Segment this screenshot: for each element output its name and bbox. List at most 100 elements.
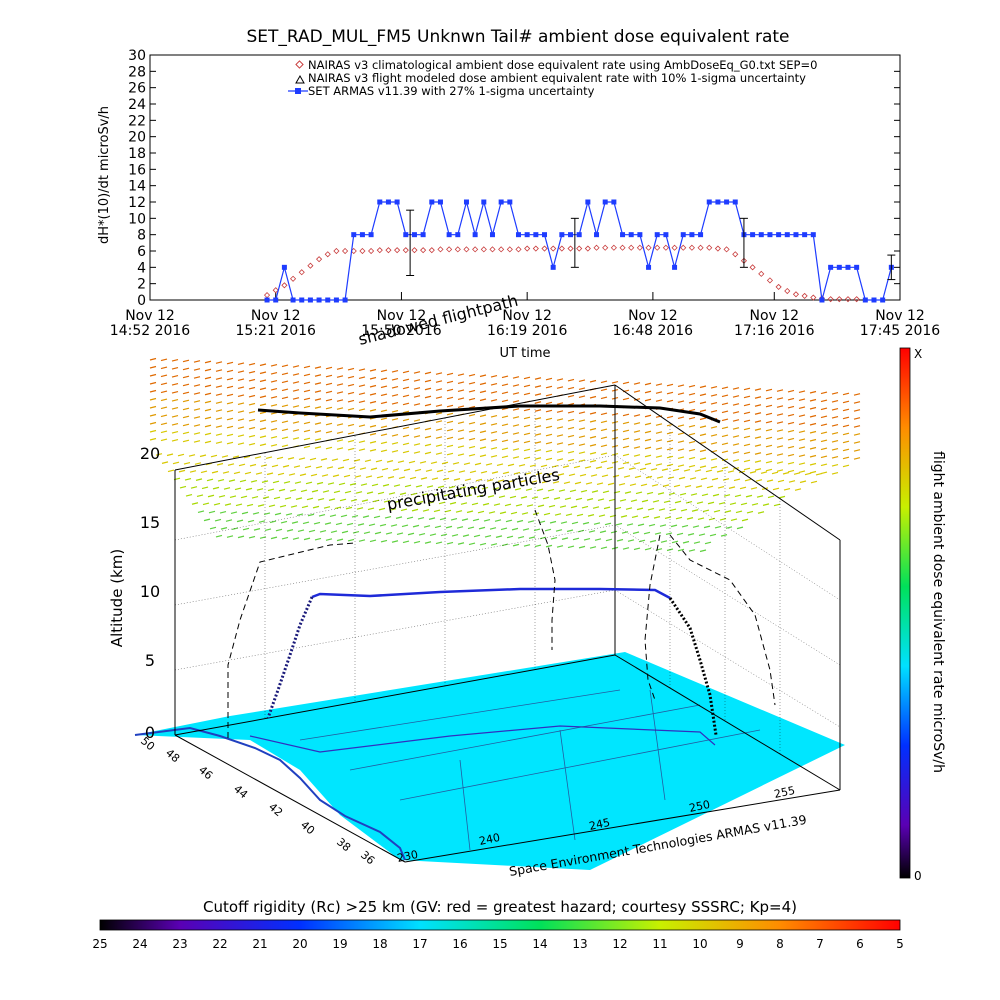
box-grid <box>174 400 841 755</box>
particle-dash <box>300 489 308 493</box>
rigidity-tick-label: 9 <box>736 937 744 951</box>
particle-dash <box>809 438 817 442</box>
particle-dash <box>567 378 575 382</box>
particle-dash <box>417 516 425 520</box>
particle-dash <box>426 485 434 488</box>
particle-dash <box>591 490 599 493</box>
particle-dash <box>455 510 463 513</box>
lon-tick-255: 255 <box>773 784 796 801</box>
particle-dash <box>467 526 475 530</box>
particle-dash <box>468 453 476 457</box>
particle-dash <box>402 386 410 390</box>
particle-dash <box>798 430 806 434</box>
particle-dash <box>765 412 773 416</box>
data-point-set-armas <box>472 232 478 238</box>
particle-dash <box>258 520 266 523</box>
legend-label-nairas-climatological: NAIRAS v3 climatological ambient dose eq… <box>308 58 817 72</box>
particle-dash <box>392 468 400 471</box>
particle-dash <box>291 521 299 524</box>
particle-dash <box>644 422 652 426</box>
particle-dash <box>246 503 254 507</box>
particle-dash <box>413 371 421 374</box>
particle-dash <box>600 444 608 448</box>
particle-dash <box>424 541 432 544</box>
particle-dash <box>450 517 458 521</box>
particle-dash <box>667 476 675 480</box>
particle-dash <box>314 390 322 393</box>
particle-dash <box>782 471 790 475</box>
particle-dash <box>565 513 573 517</box>
particle-dash <box>215 409 223 412</box>
particle-dash <box>620 515 628 518</box>
particle-dash <box>249 463 257 467</box>
data-point-nairas-climatological <box>671 244 678 251</box>
particle-dash <box>215 425 223 428</box>
particle-dash <box>446 396 454 400</box>
particle-dash <box>457 445 465 448</box>
particle-dash <box>676 532 684 536</box>
particle-dash <box>663 500 671 504</box>
particle-dash <box>697 517 705 521</box>
particle-dash <box>729 502 737 505</box>
particle-dash <box>317 497 325 501</box>
particle-dash <box>182 375 190 379</box>
particle-dash <box>479 438 487 442</box>
particle-dash <box>666 383 674 387</box>
particle-dash <box>248 386 256 390</box>
particle-dash <box>525 488 533 491</box>
particle-dash <box>409 476 417 480</box>
particle-dash <box>149 413 157 417</box>
particle-dash <box>507 463 515 467</box>
particle-dash <box>490 374 498 378</box>
particle-dash <box>424 395 432 399</box>
particle-dash <box>655 447 663 450</box>
particle-dash <box>306 497 314 501</box>
particle-dash <box>501 447 509 451</box>
particle-dash <box>556 418 564 421</box>
particle-dash <box>555 529 563 532</box>
particle-dash <box>345 506 353 510</box>
particle-dash <box>578 451 586 455</box>
particle-dash <box>241 511 249 515</box>
particle-dash <box>558 489 566 492</box>
particle-dash <box>323 506 331 509</box>
particle-dash <box>810 480 818 484</box>
particle-dash <box>629 483 637 486</box>
z-tick-5: 5 <box>145 651 155 670</box>
particle-dash <box>575 497 583 501</box>
data-point-set-armas <box>637 232 643 238</box>
particle-dash <box>315 465 323 469</box>
particle-dash <box>462 534 470 537</box>
particle-dash <box>248 362 256 366</box>
particle-dash <box>413 387 421 390</box>
particle-dash <box>622 445 630 449</box>
particle-dash <box>311 489 319 493</box>
particle-dash <box>468 397 476 401</box>
particle-dash <box>842 400 850 404</box>
particle-dash <box>534 433 542 436</box>
rigidity-tick-label: 15 <box>492 937 507 951</box>
particle-dash <box>523 384 531 388</box>
particle-dash <box>545 401 553 405</box>
particle-dash <box>653 516 661 519</box>
particle-dash <box>182 407 190 411</box>
data-point-nairas-climatological <box>758 270 765 277</box>
particle-dash <box>325 390 333 394</box>
particle-dash <box>301 505 309 509</box>
particle-dash <box>369 408 377 412</box>
particle-dash <box>567 545 575 549</box>
particle-dash <box>502 471 510 475</box>
top-x-tick-label-date: Nov 12 <box>251 308 301 324</box>
particle-dash <box>490 390 498 394</box>
particle-dash <box>397 460 405 464</box>
particle-dash <box>523 448 531 452</box>
particle-dash <box>411 508 419 512</box>
particle-dash <box>619 499 627 502</box>
particle-dash <box>325 430 333 434</box>
particle-dash <box>312 505 320 509</box>
particle-dash <box>496 463 504 466</box>
particle-dash <box>421 493 429 496</box>
particle-dash <box>432 493 440 497</box>
particle-dash <box>423 525 431 528</box>
data-point-nairas-climatological <box>801 292 808 299</box>
